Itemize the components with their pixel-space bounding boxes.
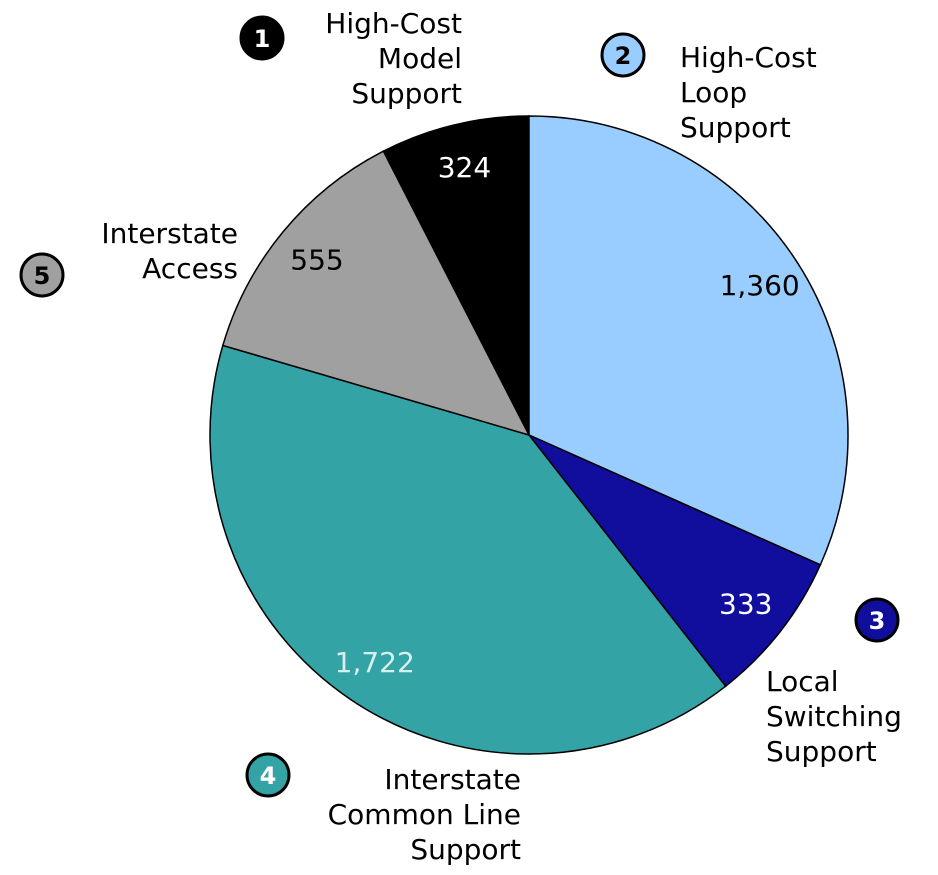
pie-slice xyxy=(209,344,727,755)
pie-slice xyxy=(528,434,822,688)
category-label: Local Switching Support xyxy=(766,665,902,768)
value-label: 1,360 xyxy=(720,269,800,302)
category-label: Interstate Access xyxy=(101,217,238,285)
marker-number: 2 xyxy=(615,42,632,70)
marker-number: 4 xyxy=(260,762,277,790)
marker-badge xyxy=(245,752,291,798)
value-label: 1,722 xyxy=(335,646,415,679)
value-label: 324 xyxy=(438,151,491,184)
marker-badge xyxy=(600,32,646,78)
category-label: Interstate Common Line Support xyxy=(327,763,521,866)
marker-number: 1 xyxy=(254,25,271,53)
pie-slice xyxy=(528,115,849,566)
value-label: 333 xyxy=(719,588,772,621)
category-label: High-Cost Model Support xyxy=(325,7,462,110)
marker-number: 3 xyxy=(869,607,886,635)
value-label: 555 xyxy=(290,243,343,276)
category-label: High-Cost Loop Support xyxy=(680,41,817,144)
marker-badge xyxy=(19,252,65,298)
marker-number: 5 xyxy=(34,262,51,290)
marker-badge xyxy=(239,15,285,61)
pie-slice xyxy=(221,150,531,437)
pie-slice xyxy=(382,115,530,436)
marker-badge xyxy=(854,597,900,643)
